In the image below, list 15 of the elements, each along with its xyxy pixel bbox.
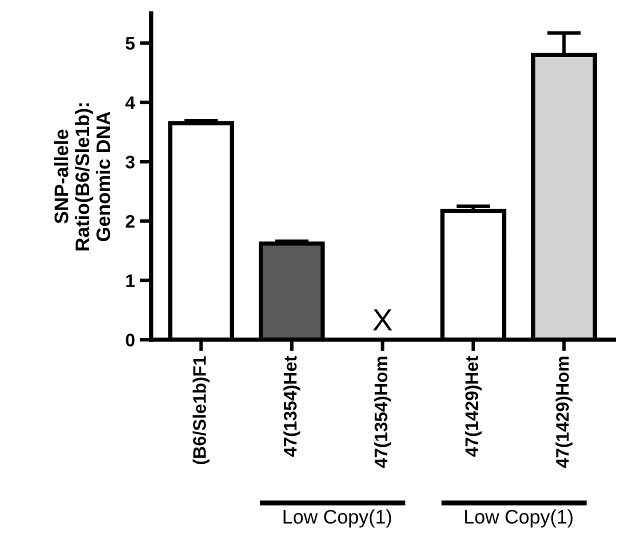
y-tick-label: 1: [126, 274, 135, 287]
y-tick-label: 0: [126, 334, 134, 346]
y-tick-label: 5: [126, 37, 135, 50]
annotation: X: [373, 309, 392, 330]
y-axis-title: SNP-allele Ratio(B6/Sle1b): Genomic DNA: [54, 103, 110, 250]
x-tick-label: 47(1354)Het: [283, 356, 300, 457]
x-tick-label: (B6/Sle1b)F1: [192, 356, 210, 464]
x-tick-label: 47(1429)Het: [464, 356, 482, 457]
y-tick-label: 4: [125, 96, 136, 109]
text: Low Copy(1): [465, 509, 573, 528]
x-tick-label: 47(1429)Hom: [556, 356, 572, 468]
y-tick-label: 3: [126, 156, 135, 168]
text: Low Copy(1): [284, 509, 392, 528]
y-tick-label: 2: [126, 214, 134, 228]
x-tick-label: 47(1354)Hom: [374, 356, 391, 468]
